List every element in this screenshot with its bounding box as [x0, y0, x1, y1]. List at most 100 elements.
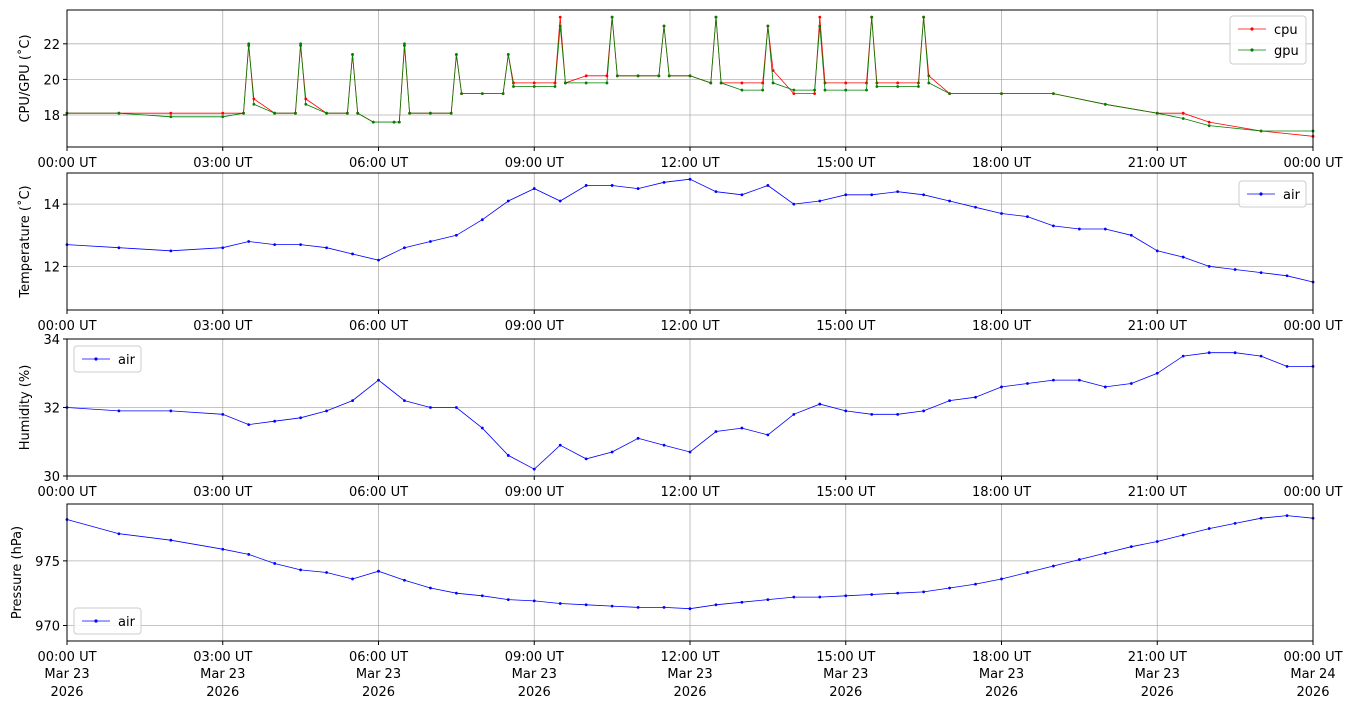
data-point: [636, 605, 640, 609]
data-point: [117, 409, 121, 413]
legend-marker-air: [1259, 192, 1263, 196]
x-tick-label: 00:00 UT: [1283, 156, 1342, 171]
x-tick-label: 09:00 UT: [505, 156, 564, 171]
data-point: [766, 184, 770, 187]
data-point: [169, 409, 173, 413]
data-point: [948, 399, 951, 403]
data-point: [974, 582, 977, 586]
data-point: [532, 187, 536, 190]
data-point: [273, 243, 277, 247]
data-point: [1259, 271, 1263, 275]
data-point: [610, 450, 614, 454]
x-tick-date-label: Mar 23: [356, 667, 401, 682]
data-point: [688, 607, 692, 611]
x-tick-date-label: Mar 23: [512, 667, 557, 682]
x-tick-label: 15:00 UT: [816, 319, 875, 334]
legend-label-cpu: cpu: [1274, 23, 1298, 38]
x-tick-label: 21:00 UT: [1128, 485, 1187, 500]
data-point: [117, 532, 121, 536]
data-point: [480, 594, 484, 598]
y-axis-label: Temperature (˚C): [17, 185, 33, 298]
data-point: [247, 240, 251, 243]
data-point: [480, 426, 484, 430]
data-point: [1259, 516, 1263, 520]
data-point: [714, 190, 718, 194]
x-tick-label: 06:00 UT: [349, 319, 408, 334]
data-point: [558, 602, 562, 605]
data-point: [351, 252, 354, 256]
data-point: [252, 102, 256, 106]
legend-label-gpu: gpu: [1274, 44, 1299, 59]
data-point: [506, 598, 510, 602]
data-point: [1181, 255, 1185, 259]
data-point: [740, 88, 744, 92]
data-point: [1129, 233, 1133, 237]
data-point: [304, 102, 308, 106]
data-point: [1155, 540, 1159, 543]
x-tick-year-label: 2026: [673, 685, 706, 700]
x-tick-label: 03:00 UT: [193, 485, 252, 500]
data-point: [818, 15, 822, 19]
data-point: [896, 591, 900, 595]
data-point: [792, 202, 796, 206]
data-point: [636, 74, 640, 78]
y-axis-label: Humidity (%): [18, 365, 33, 451]
data-point: [221, 246, 225, 250]
data-point: [1026, 382, 1029, 385]
data-point: [917, 85, 920, 88]
data-point: [818, 199, 822, 203]
data-point: [247, 553, 251, 556]
data-point: [1207, 265, 1211, 268]
data-point: [662, 443, 666, 447]
legend-label-air: air: [118, 615, 136, 630]
data-point: [662, 180, 666, 184]
data-point: [1285, 365, 1289, 368]
y-axis-label: Pressure (hPa): [10, 526, 25, 619]
data-point: [532, 599, 536, 603]
x-tick-date-label: Mar 23: [667, 667, 712, 682]
x-tick-date-label: Mar 23: [979, 667, 1024, 682]
x-tick-year-label: 2026: [518, 685, 551, 700]
x-tick-year-label: 2026: [1296, 685, 1329, 700]
data-point: [896, 412, 900, 416]
y-tick-label: 22: [43, 38, 60, 53]
data-point: [454, 406, 458, 409]
data-point: [449, 111, 453, 115]
series-line-air: [66, 352, 1313, 470]
data-point: [377, 258, 380, 262]
legend-label-air: air: [1283, 188, 1301, 203]
data-point: [792, 92, 796, 96]
data-point: [506, 454, 510, 457]
data-point: [740, 81, 744, 85]
data-point: [429, 240, 432, 243]
data-point: [299, 243, 303, 247]
data-point: [865, 81, 868, 85]
legend-box: [1229, 15, 1307, 65]
panel-4: 970 975 Pressure (hPa) 00:00 UT Mar 23 2026 03…: [10, 503, 1343, 700]
data-point: [1233, 268, 1237, 271]
data-point: [927, 81, 931, 85]
x-tick-label: 00:00 UT: [37, 485, 96, 500]
data-point: [922, 15, 926, 19]
data-point: [429, 111, 432, 115]
data-point: [1052, 564, 1055, 568]
panel-2: 12 14 Temperature (˚C) 00:00 UT 03:00 UT 06:0…: [17, 172, 1343, 334]
series-air: [65, 514, 1315, 611]
data-point: [351, 53, 354, 56]
data-point: [169, 249, 173, 253]
data-point: [221, 547, 225, 551]
data-point: [1155, 249, 1159, 253]
x-tick-year-label: 2026: [985, 685, 1018, 700]
data-point: [896, 85, 900, 88]
data-point: [299, 416, 303, 420]
data-point: [870, 193, 874, 197]
data-point: [351, 577, 354, 581]
data-point: [667, 74, 671, 78]
legend-marker-air: [94, 619, 98, 623]
data-point: [610, 15, 614, 19]
data-point: [1285, 274, 1289, 278]
x-tick-label: 00:00 UT: [37, 156, 96, 171]
x-tick-year-label: 2026: [362, 685, 395, 700]
x-tick-label: 00:00 UT: [1283, 319, 1342, 334]
data-point: [1103, 227, 1107, 231]
